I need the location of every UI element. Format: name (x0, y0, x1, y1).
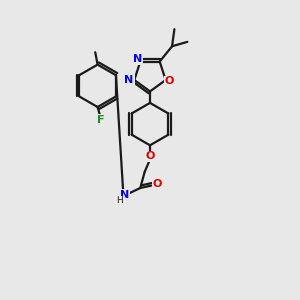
Text: O: O (145, 152, 155, 161)
Text: F: F (97, 115, 104, 125)
Text: N: N (133, 54, 142, 64)
Text: O: O (153, 179, 162, 189)
Text: H: H (116, 196, 122, 205)
Text: N: N (124, 75, 134, 85)
Text: N: N (120, 190, 130, 200)
Text: O: O (165, 76, 174, 86)
